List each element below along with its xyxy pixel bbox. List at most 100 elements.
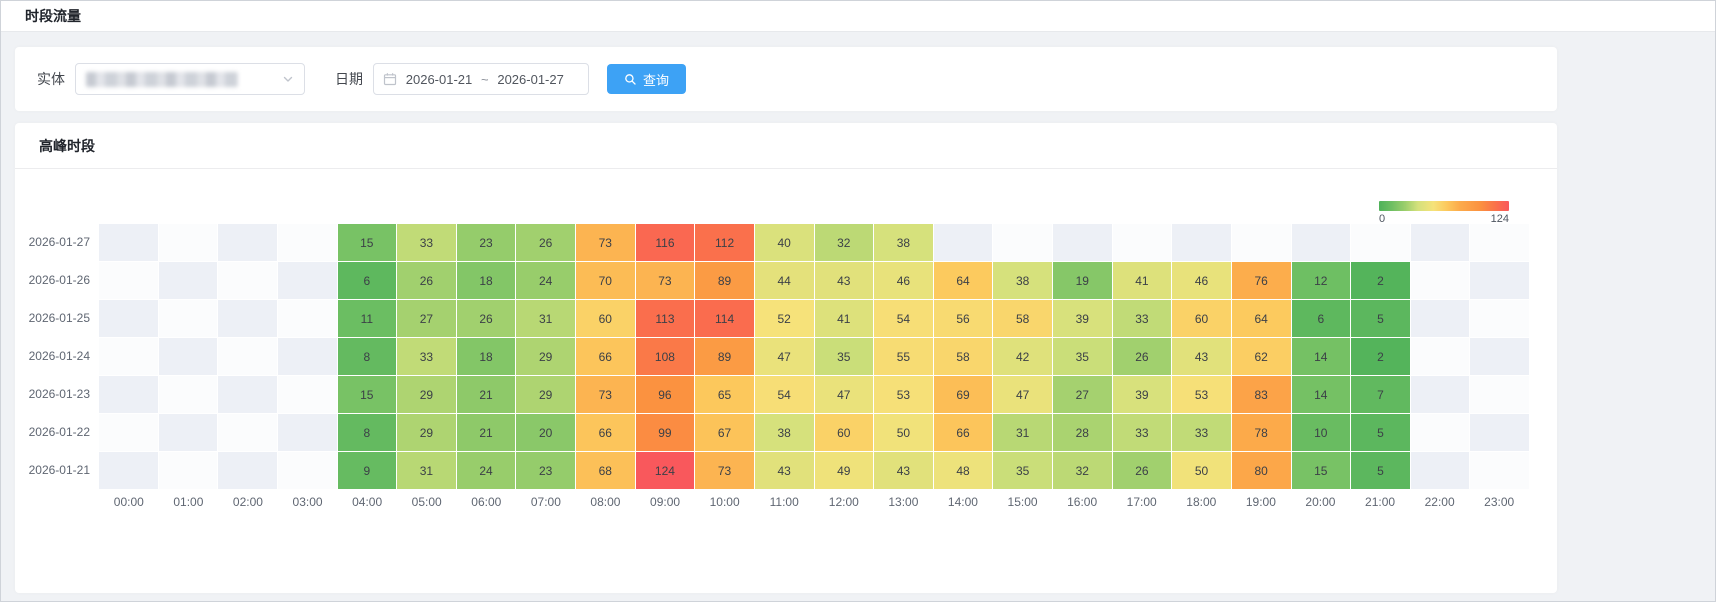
heatmap-cell[interactable]: 2 (1351, 262, 1410, 299)
heatmap-cell[interactable]: 73 (576, 376, 635, 413)
heatmap-cell[interactable]: 21 (456, 376, 516, 413)
date-start-input[interactable] (399, 71, 479, 87)
query-button[interactable]: 查询 (607, 64, 687, 94)
heatmap-cell[interactable]: 10 (1291, 414, 1351, 451)
heatmap-cell[interactable]: 41 (814, 300, 874, 337)
heatmap-cell[interactable]: 60 (576, 300, 635, 337)
heatmap-cell[interactable]: 73 (635, 262, 695, 299)
heatmap-cell[interactable]: 54 (754, 376, 814, 413)
heatmap-cell[interactable]: 73 (576, 224, 635, 261)
heatmap-cell[interactable]: 19 (1053, 262, 1112, 299)
heatmap-cell[interactable]: 24 (516, 262, 575, 299)
heatmap-cell[interactable]: 46 (1172, 262, 1231, 299)
heatmap-cell[interactable]: 50 (874, 414, 933, 451)
heatmap-cell[interactable]: 15 (1291, 452, 1351, 489)
heatmap-cell[interactable]: 49 (814, 452, 874, 489)
heatmap-cell[interactable]: 18 (456, 262, 516, 299)
heatmap-cell[interactable]: 68 (576, 452, 635, 489)
heatmap-cell[interactable]: 89 (695, 262, 754, 299)
date-range-picker[interactable]: ~ (373, 63, 589, 95)
heatmap-cell[interactable]: 53 (874, 376, 933, 413)
heatmap-cell[interactable]: 31 (516, 300, 575, 337)
heatmap-cell[interactable]: 29 (516, 338, 575, 375)
heatmap-cell[interactable]: 11 (337, 300, 397, 337)
heatmap-cell[interactable]: 43 (1172, 338, 1231, 375)
heatmap-cell[interactable]: 35 (814, 338, 874, 375)
heatmap-cell[interactable]: 96 (635, 376, 695, 413)
heatmap-cell[interactable]: 5 (1351, 414, 1410, 451)
heatmap-cell[interactable]: 38 (993, 262, 1052, 299)
heatmap-cell[interactable]: 48 (933, 452, 993, 489)
heatmap-cell[interactable]: 31 (397, 452, 456, 489)
heatmap-cell[interactable]: 35 (993, 452, 1052, 489)
heatmap-cell[interactable]: 9 (337, 452, 397, 489)
heatmap-cell[interactable]: 28 (1053, 414, 1112, 451)
heatmap-cell[interactable]: 66 (576, 414, 635, 451)
heatmap-cell[interactable]: 35 (1053, 338, 1112, 375)
heatmap-cell[interactable]: 27 (397, 300, 456, 337)
date-end-input[interactable] (490, 71, 571, 87)
heatmap-cell[interactable]: 26 (1112, 338, 1172, 375)
heatmap-cell[interactable]: 47 (993, 376, 1052, 413)
heatmap-cell[interactable]: 14 (1291, 376, 1351, 413)
heatmap-cell[interactable]: 83 (1231, 376, 1291, 413)
heatmap-cell[interactable]: 78 (1231, 414, 1291, 451)
heatmap-cell[interactable]: 89 (695, 338, 754, 375)
heatmap-cell[interactable]: 42 (993, 338, 1052, 375)
heatmap-cell[interactable]: 73 (695, 452, 754, 489)
heatmap-cell[interactable]: 124 (635, 452, 695, 489)
heatmap-cell[interactable]: 26 (1112, 452, 1172, 489)
heatmap-cell[interactable]: 58 (933, 338, 993, 375)
heatmap-cell[interactable]: 69 (933, 376, 993, 413)
heatmap-cell[interactable]: 38 (754, 414, 814, 451)
heatmap-cell[interactable]: 7 (1351, 376, 1410, 413)
heatmap-cell[interactable]: 26 (456, 300, 516, 337)
heatmap-cell[interactable]: 32 (814, 224, 874, 261)
heatmap-cell[interactable]: 58 (993, 300, 1052, 337)
heatmap-cell[interactable]: 67 (695, 414, 754, 451)
heatmap-cell[interactable]: 12 (1291, 262, 1351, 299)
heatmap-cell[interactable]: 114 (695, 300, 754, 337)
heatmap-cell[interactable]: 43 (814, 262, 874, 299)
heatmap-cell[interactable]: 26 (516, 224, 575, 261)
heatmap-cell[interactable]: 18 (456, 338, 516, 375)
heatmap-cell[interactable]: 29 (397, 376, 456, 413)
heatmap-cell[interactable]: 108 (635, 338, 695, 375)
heatmap-cell[interactable]: 31 (993, 414, 1052, 451)
heatmap-cell[interactable]: 47 (814, 376, 874, 413)
heatmap-cell[interactable]: 6 (1291, 300, 1351, 337)
heatmap-cell[interactable]: 60 (814, 414, 874, 451)
heatmap-cell[interactable]: 38 (874, 224, 933, 261)
heatmap-cell[interactable]: 47 (754, 338, 814, 375)
heatmap-cell[interactable]: 5 (1351, 452, 1410, 489)
heatmap-cell[interactable]: 54 (874, 300, 933, 337)
heatmap-cell[interactable]: 60 (1172, 300, 1231, 337)
heatmap-cell[interactable]: 46 (874, 262, 933, 299)
heatmap-cell[interactable]: 15 (337, 376, 397, 413)
heatmap-cell[interactable]: 56 (933, 300, 993, 337)
heatmap-cell[interactable]: 8 (337, 338, 397, 375)
heatmap-cell[interactable]: 20 (516, 414, 575, 451)
heatmap-cell[interactable]: 66 (576, 338, 635, 375)
heatmap-cell[interactable]: 43 (754, 452, 814, 489)
heatmap-cell[interactable]: 113 (635, 300, 695, 337)
heatmap-cell[interactable]: 66 (933, 414, 993, 451)
heatmap-cell[interactable]: 6 (337, 262, 397, 299)
heatmap-cell[interactable]: 65 (695, 376, 754, 413)
heatmap-cell[interactable]: 21 (456, 414, 516, 451)
heatmap-cell[interactable]: 80 (1231, 452, 1291, 489)
heatmap-cell[interactable]: 8 (337, 414, 397, 451)
heatmap-cell[interactable]: 14 (1291, 338, 1351, 375)
heatmap-cell[interactable]: 76 (1231, 262, 1291, 299)
heatmap-cell[interactable]: 64 (1231, 300, 1291, 337)
heatmap-cell[interactable]: 50 (1172, 452, 1231, 489)
heatmap-cell[interactable]: 29 (516, 376, 575, 413)
heatmap-cell[interactable]: 116 (635, 224, 695, 261)
heatmap-cell[interactable]: 26 (397, 262, 456, 299)
entity-select[interactable] (75, 63, 305, 95)
heatmap-cell[interactable]: 33 (397, 338, 456, 375)
heatmap-cell[interactable]: 62 (1231, 338, 1291, 375)
heatmap-cell[interactable]: 15 (337, 224, 397, 261)
heatmap-cell[interactable]: 5 (1351, 300, 1410, 337)
heatmap-cell[interactable]: 39 (1112, 376, 1172, 413)
